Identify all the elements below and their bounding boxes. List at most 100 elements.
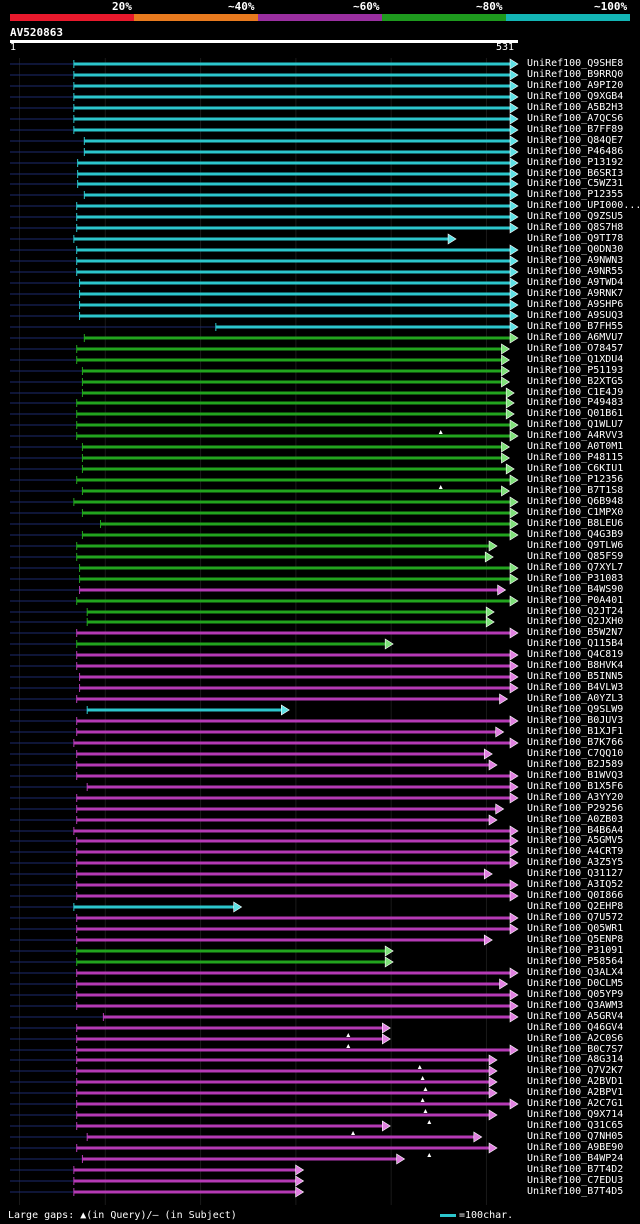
hit-row[interactable] [10, 507, 519, 519]
hit-row[interactable] [10, 551, 494, 563]
hit-label[interactable]: UniRef100_C5WZ31 [527, 178, 624, 189]
hit-row[interactable] [10, 704, 290, 716]
hit-row[interactable] [10, 967, 519, 979]
hit-label[interactable]: UniRef100_P29256 [527, 803, 624, 814]
hit-label[interactable]: UniRef100_Q4C819 [527, 649, 624, 660]
hit-row[interactable] [10, 419, 519, 434]
hit-label[interactable]: UniRef100_Q85FS9 [527, 551, 624, 562]
hit-row[interactable] [10, 671, 519, 683]
hit-label[interactable]: UniRef100_Q05WR1 [527, 923, 624, 934]
hit-label[interactable]: UniRef100_Q7NH05 [527, 1131, 624, 1142]
hit-label[interactable]: UniRef100_B4VLW3 [527, 682, 624, 693]
hit-label[interactable]: UniRef100_B1WVQ3 [527, 770, 624, 781]
hit-label[interactable]: UniRef100_A4CRT9 [527, 846, 624, 857]
hit-row[interactable] [10, 934, 493, 946]
hit-row[interactable] [10, 1142, 498, 1157]
hit-label[interactable]: UniRef100_A9PI20 [527, 80, 624, 91]
hit-label[interactable]: UniRef100_A5GRV4 [527, 1011, 624, 1022]
hit-label[interactable]: UniRef100_A9TWD4 [527, 277, 624, 288]
hit-row[interactable] [10, 649, 519, 661]
hit-row[interactable] [10, 1044, 519, 1056]
hit-row[interactable] [10, 343, 510, 355]
hit-label[interactable]: UniRef100_A2BVD1 [527, 1076, 624, 1087]
hit-label[interactable]: UniRef100_A2C0S6 [527, 1033, 624, 1044]
hit-row[interactable] [10, 178, 519, 190]
hit-row[interactable] [10, 1033, 391, 1048]
hit-row[interactable] [10, 124, 519, 136]
hit-row[interactable] [10, 113, 519, 125]
hit-label[interactable]: UniRef100_Q2JT24 [527, 606, 624, 617]
hit-row[interactable] [10, 595, 519, 607]
hit-label[interactable]: UniRef100_P12355 [527, 189, 624, 200]
hit-label[interactable]: UniRef100_B8HVK4 [527, 660, 624, 671]
hit-label[interactable]: UniRef100_Q31C65 [527, 1120, 624, 1131]
hit-row[interactable] [10, 157, 519, 169]
hit-label[interactable]: UniRef100_A9NR55 [527, 266, 624, 277]
hit-label[interactable]: UniRef100_O78457 [527, 343, 624, 354]
hit-row[interactable] [10, 1022, 391, 1037]
hit-row[interactable] [10, 222, 519, 234]
hit-label[interactable]: UniRef100_A3Z5Y5 [527, 857, 624, 868]
hit-label[interactable]: UniRef100_A2C7G1 [527, 1098, 624, 1109]
hit-row[interactable] [10, 606, 495, 618]
hit-row[interactable] [10, 146, 519, 158]
hit-label[interactable]: UniRef100_B5INN5 [527, 671, 624, 682]
hit-label[interactable]: UniRef100_Q3AWM3 [527, 1000, 624, 1011]
hit-label[interactable]: UniRef100_A9SHP6 [527, 299, 624, 310]
hit-row[interactable] [10, 387, 515, 399]
hit-row[interactable] [10, 463, 515, 475]
hit-row[interactable] [10, 1131, 483, 1143]
hit-row[interactable] [10, 365, 510, 377]
hit-label[interactable]: UniRef100_Q9TLW6 [527, 540, 624, 551]
hit-label[interactable]: UniRef100_B7FH55 [527, 321, 624, 332]
hit-row[interactable] [10, 584, 507, 596]
hit-label[interactable]: UniRef100_B0C7S7 [527, 1044, 624, 1055]
hit-row[interactable] [10, 80, 519, 92]
hit-label[interactable]: UniRef100_B8LEU6 [527, 518, 624, 529]
hit-row[interactable] [10, 901, 243, 913]
hit-label[interactable]: UniRef100_A7QCS6 [527, 113, 624, 124]
hit-row[interactable] [10, 846, 519, 858]
hit-row[interactable] [10, 474, 519, 489]
hit-label[interactable]: UniRef100_P58564 [527, 956, 624, 967]
hit-label[interactable]: UniRef100_Q3ALX4 [527, 967, 624, 978]
hit-label[interactable]: UniRef100_Q01B61 [527, 408, 624, 419]
hit-label[interactable]: UniRef100_Q2JXH0 [527, 616, 624, 627]
hit-label[interactable]: UniRef100_Q9XGB4 [527, 91, 624, 102]
hit-row[interactable] [10, 189, 519, 201]
hit-label[interactable]: UniRef100_Q9X714 [527, 1109, 624, 1120]
hit-label[interactable]: UniRef100_Q84QE7 [527, 135, 624, 146]
hit-row[interactable] [10, 408, 515, 420]
hit-row[interactable] [10, 332, 519, 344]
hit-label[interactable]: UniRef100_Q5ENP8 [527, 934, 624, 945]
hit-label[interactable]: UniRef100_C1MPX0 [527, 507, 624, 518]
hit-row[interactable] [10, 715, 519, 727]
hit-label[interactable]: UniRef100_UPI000... [527, 200, 640, 211]
hit-row[interactable] [10, 989, 519, 1001]
hit-label[interactable]: UniRef100_Q2EHP8 [527, 901, 624, 912]
hit-row[interactable] [10, 91, 519, 103]
hit-label[interactable]: UniRef100_C7EDU3 [527, 1175, 624, 1186]
hit-row[interactable] [10, 1098, 519, 1113]
hit-row[interactable] [10, 1164, 305, 1176]
hit-row[interactable] [10, 956, 394, 968]
hit-label[interactable]: UniRef100_B2J589 [527, 759, 624, 770]
hit-label[interactable]: UniRef100_Q8S7H8 [527, 222, 624, 233]
hit-label[interactable]: UniRef100_P31091 [527, 945, 624, 956]
hit-label[interactable]: UniRef100_A3YY20 [527, 792, 624, 803]
hit-label[interactable]: UniRef100_Q05YP9 [527, 989, 624, 1000]
hit-label[interactable]: UniRef100_B0JUV3 [527, 715, 624, 726]
hit-row[interactable] [10, 814, 498, 826]
hit-label[interactable]: UniRef100_Q4G3B9 [527, 529, 624, 540]
hit-row[interactable] [10, 288, 519, 300]
hit-label[interactable]: UniRef100_Q9TI78 [527, 233, 624, 244]
hit-label[interactable]: UniRef100_C6KIU1 [527, 463, 624, 474]
hit-row[interactable] [10, 737, 519, 749]
hit-label[interactable]: UniRef100_A0YZL3 [527, 693, 624, 704]
hit-row[interactable] [10, 1000, 519, 1012]
hit-label[interactable]: UniRef100_B7K766 [527, 737, 624, 748]
hit-label[interactable]: UniRef100_A0T0M1 [527, 441, 624, 452]
hit-row[interactable] [10, 857, 519, 869]
hit-label[interactable]: UniRef100_D0CLM5 [527, 978, 624, 989]
hit-row[interactable] [10, 1011, 519, 1023]
